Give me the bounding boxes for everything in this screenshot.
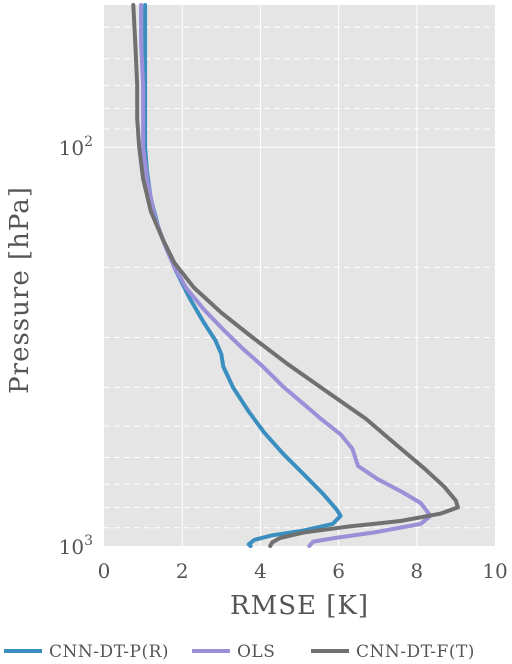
series-line [139,3,433,548]
x-tick-label: 2 [176,559,189,583]
legend-item: CNN-DT-P(R) [4,642,169,662]
x-tick-label: 4 [254,559,267,583]
series-lines [131,3,460,548]
y-ticks: 102 103 [59,134,93,559]
y-axis-label: Pressure [hPa] [5,186,35,394]
x-tick-label: 6 [332,559,345,583]
legend-label: OLS [237,642,275,662]
y-tick-label: 103 [59,533,93,559]
x-tick-label: 8 [410,559,423,583]
legend-label: CNN-DT-F(T) [356,642,475,662]
legend-item: CNN-DT-F(T) [311,642,475,662]
legend-label: CNN-DT-P(R) [49,642,169,662]
x-tick-label: 10 [482,559,507,583]
x-ticks: 0 2 4 6 8 10 [98,559,508,583]
series-line [131,3,460,548]
legend-item: OLS [192,642,275,662]
legend: CNN-DT-P(R) OLS CNN-DT-F(T) [4,642,475,662]
y-tick-label: 102 [59,134,93,160]
grid [104,5,495,546]
x-tick-label: 0 [98,559,111,583]
plot-area [104,5,495,546]
x-axis-label: RMSE [K] [230,591,369,621]
